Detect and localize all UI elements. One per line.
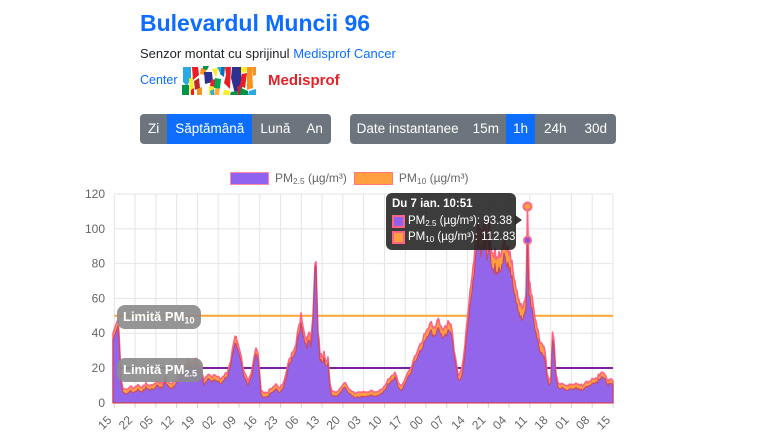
svg-text:19: 19 <box>178 413 198 433</box>
svg-text:22: 22 <box>116 413 136 433</box>
svg-text:17: 17 <box>386 413 406 433</box>
svg-text:60: 60 <box>92 291 106 305</box>
svg-text:03: 03 <box>344 413 364 433</box>
svg-text:80: 80 <box>92 257 106 271</box>
svg-text:0: 0 <box>98 396 105 410</box>
svg-text:15: 15 <box>95 413 115 433</box>
svg-text:23: 23 <box>261 413 281 433</box>
svg-text:06: 06 <box>282 413 302 433</box>
svg-text:20: 20 <box>324 413 344 433</box>
svg-text:11: 11 <box>511 413 530 432</box>
svg-text:02: 02 <box>199 413 219 433</box>
svg-text:05: 05 <box>137 413 157 433</box>
svg-text:18: 18 <box>531 413 551 433</box>
svg-text:00: 00 <box>407 413 427 433</box>
svg-text:16: 16 <box>241 413 261 433</box>
svg-text:20: 20 <box>92 361 106 375</box>
svg-text:07: 07 <box>428 413 448 433</box>
svg-text:10: 10 <box>365 413 385 433</box>
svg-text:100: 100 <box>85 222 105 236</box>
svg-text:40: 40 <box>92 326 106 340</box>
svg-text:04: 04 <box>490 413 510 433</box>
svg-text:15: 15 <box>594 413 614 433</box>
svg-text:13: 13 <box>303 413 323 433</box>
svg-text:01: 01 <box>552 413 572 433</box>
svg-text:12: 12 <box>157 413 177 433</box>
svg-text:21: 21 <box>469 413 489 433</box>
svg-text:09: 09 <box>220 413 240 433</box>
svg-text:14: 14 <box>448 413 468 433</box>
svg-text:08: 08 <box>573 413 593 433</box>
svg-text:120: 120 <box>85 187 105 201</box>
